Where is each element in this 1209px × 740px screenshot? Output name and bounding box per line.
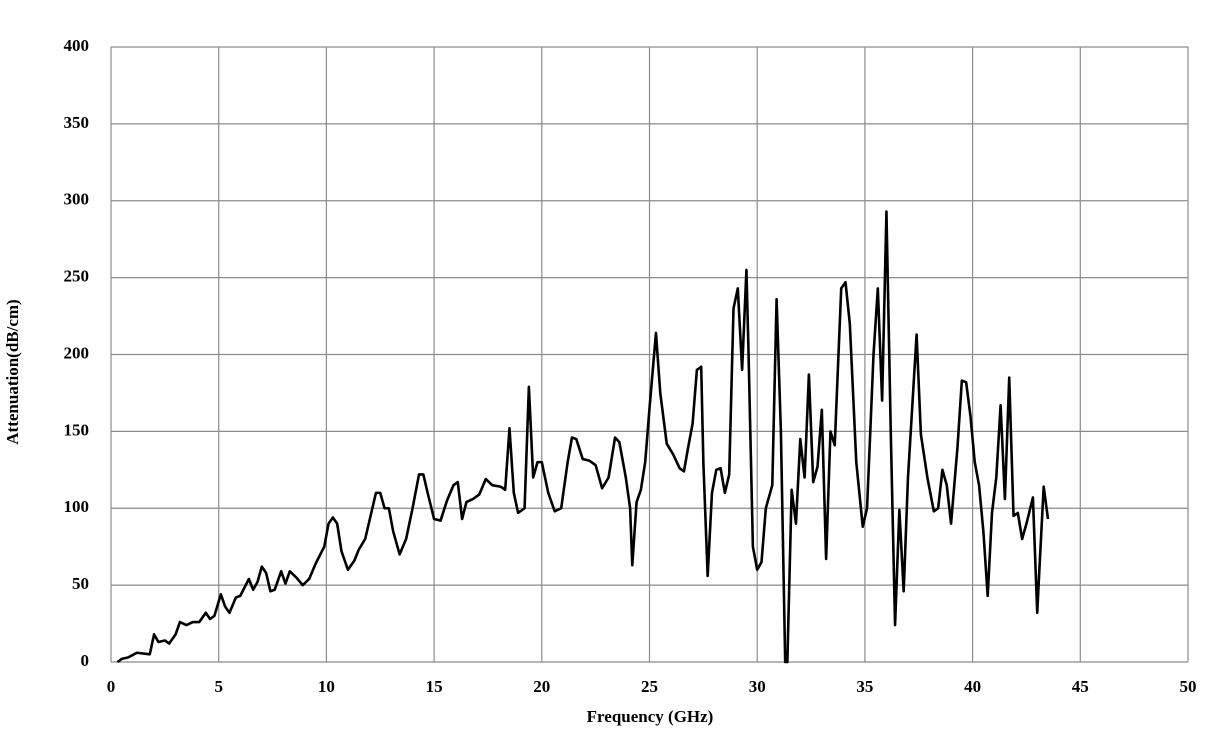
y-tick-label: 200: [64, 343, 90, 362]
y-axis-label: Attenuation(dB/cm): [3, 299, 22, 444]
y-tick-label: 50: [72, 574, 89, 593]
x-tick-label: 35: [856, 677, 873, 696]
x-axis-label: Frequency (GHz): [587, 707, 714, 726]
y-tick-label: 400: [64, 36, 90, 55]
data-line: [116, 210, 1050, 664]
y-tick-label: 0: [81, 651, 90, 670]
y-tick-label: 350: [64, 113, 90, 132]
x-tick-label: 40: [964, 677, 981, 696]
y-tick-label: 300: [64, 190, 90, 209]
y-tick-label: 250: [64, 267, 90, 286]
x-tick-label: 25: [641, 677, 658, 696]
x-tick-label: 0: [107, 677, 116, 696]
x-tick-label: 5: [214, 677, 223, 696]
x-tick-label: 45: [1072, 677, 1089, 696]
x-tick-label: 30: [749, 677, 766, 696]
y-tick-label: 100: [64, 497, 90, 516]
y-tick-label: 150: [64, 420, 90, 439]
x-tick-label: 10: [318, 677, 335, 696]
x-tick-label: 20: [533, 677, 550, 696]
x-tick-label: 15: [426, 677, 443, 696]
x-tick-label: 50: [1180, 677, 1197, 696]
